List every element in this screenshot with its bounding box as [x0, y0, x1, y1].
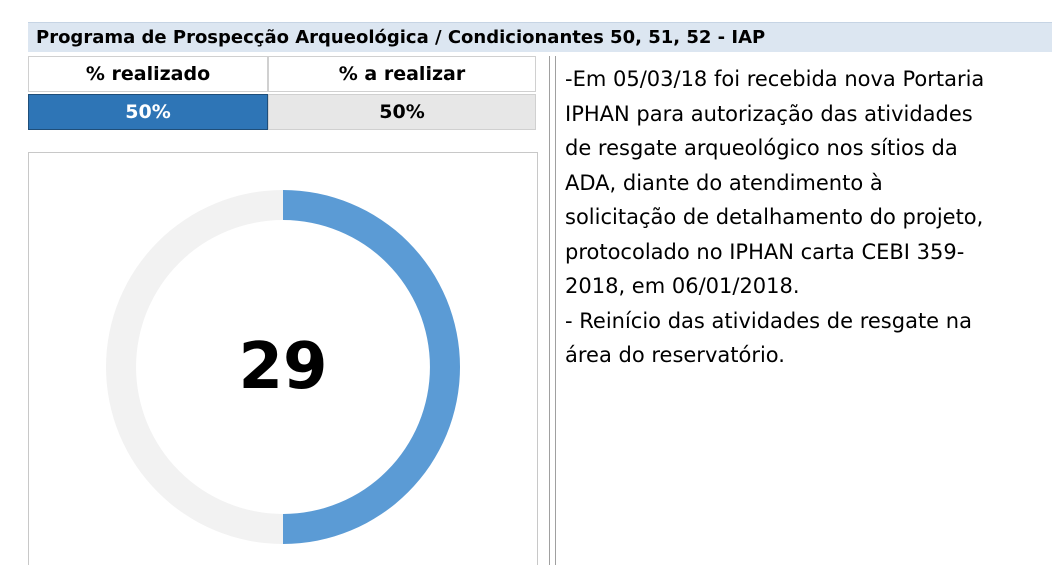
note-line: área do reservatório.: [565, 343, 785, 367]
note-line: 2018, em 06/01/2018.: [565, 274, 800, 298]
note-line: de resgate arqueológico nos sítios da: [565, 136, 958, 160]
notes: -Em 05/03/18 foi recebida nova Portaria I…: [565, 62, 984, 373]
header-cell: % realizado: [28, 56, 268, 92]
note-line: ADA, diante do atendimento à: [565, 170, 883, 195]
divider: [549, 56, 550, 565]
center-label: 29: [238, 330, 327, 404]
header-cell: % a realizar: [268, 56, 536, 92]
note-line: - Reinício das atividades de resgate na: [565, 308, 972, 333]
divider: [555, 56, 556, 565]
done-cell: 50%: [28, 94, 268, 130]
donut-segment: [106, 190, 283, 544]
todo-cell: 50%: [268, 94, 536, 130]
note-line: protocolado no IPHAN carta CEBI 359-: [565, 239, 965, 264]
note-line: -Em 05/03/18 foi recebida nova Portaria: [565, 67, 985, 91]
donut-segment: [283, 190, 460, 544]
note-line: solicitação de detalhamento do projeto,: [565, 205, 984, 229]
title-bar: Programa de Prospecção Arqueológica / Co…: [28, 22, 1052, 52]
title: Programa de Prospecção Arqueológica / Co…: [36, 27, 766, 48]
note-line: IPHAN para autorização das atividades: [565, 101, 973, 126]
chart-frame: [28, 152, 538, 565]
